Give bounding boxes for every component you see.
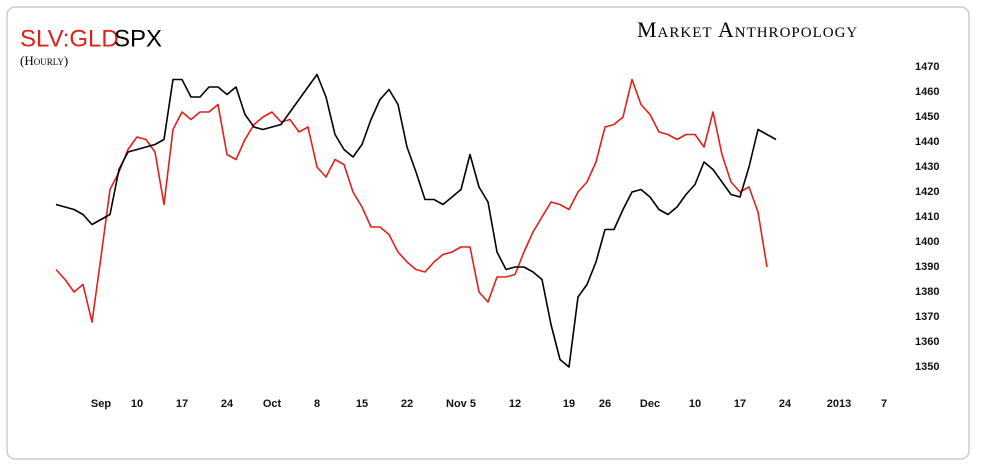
series-title-1: SLV:GLD [20,25,119,52]
y-tick-label: 1370 [915,311,939,323]
x-tick-label: 7 [881,398,887,410]
x-tick-label: 12 [509,398,521,410]
brand: Market Anthropology [637,17,858,42]
x-tick-label: 24 [779,398,792,410]
y-tick-label: 1450 [915,111,939,123]
x-tick-label: 8 [314,398,320,410]
x-tick-label: Nov 5 [446,398,476,410]
y-tick-label: 1420 [915,186,939,198]
y-tick-label: 1400 [915,236,939,248]
frame [6,6,970,460]
x-tick-label: Sep [91,398,111,410]
x-tick-label: 19 [563,398,575,410]
x-tick-label: 2013 [827,398,851,410]
y-tick-label: 1390 [915,261,939,273]
subtitle: (Hourly) [20,53,68,68]
y-tick-label: 1350 [915,361,939,373]
x-tick-label: 17 [176,398,188,410]
x-tick-label: 22 [401,398,413,410]
y-tick-label: 1410 [915,211,939,223]
x-tick-label: 10 [689,398,701,410]
series-line [55,73,777,368]
x-tick-label: 26 [599,398,611,410]
y-tick-label: 1430 [915,161,939,173]
x-tick-label: Dec [640,398,660,410]
x-tick-label: Oct [263,398,282,410]
x-tick-label: 17 [734,398,746,410]
y-tick-label: 1470 [915,61,939,73]
x-tick-label: 24 [221,398,234,410]
y-tick-label: 1360 [915,336,939,348]
series-title-2: SPX [114,25,162,52]
x-tick-label: 15 [356,398,368,410]
y-tick-label: 1460 [915,86,939,98]
y-tick-label: 1380 [915,286,939,298]
y-tick-label: 1440 [915,136,939,148]
x-tick-label: 10 [131,398,143,410]
